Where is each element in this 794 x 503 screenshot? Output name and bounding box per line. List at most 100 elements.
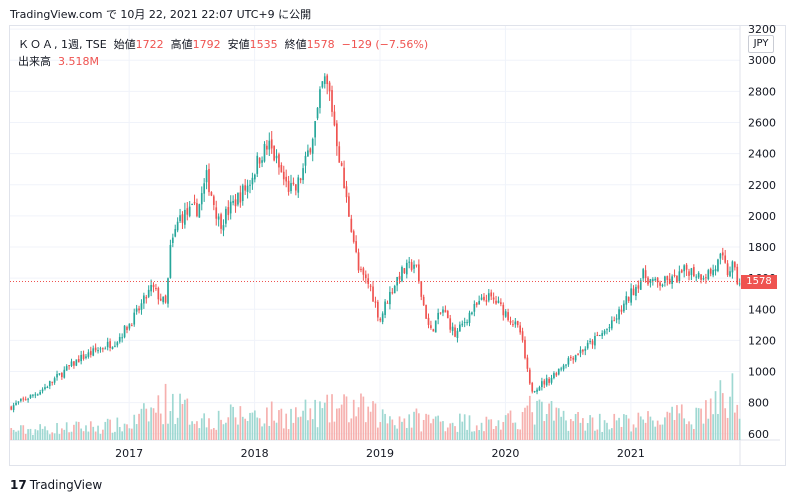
candle-body [263, 144, 266, 162]
volume-bar [304, 399, 307, 440]
volume-bar [705, 400, 707, 440]
candle-body [562, 365, 565, 370]
volume-bar [338, 408, 341, 440]
candle-body [143, 295, 145, 304]
volume-bar [222, 424, 225, 440]
volume-bar [683, 418, 686, 440]
volume-bar [695, 407, 698, 440]
volume-bar [258, 418, 261, 440]
candle-body [533, 391, 536, 393]
candle-body [688, 271, 690, 276]
volume-bar [292, 422, 295, 440]
candle-body [323, 76, 326, 84]
volume-bar [731, 373, 734, 440]
volume-bar [331, 394, 333, 440]
candle-body [171, 237, 174, 243]
candle-body [577, 353, 579, 355]
candle-body [391, 292, 394, 294]
candle-body [140, 303, 143, 310]
volume-bar [27, 429, 29, 440]
volume-bar [560, 416, 563, 440]
candle-body [584, 348, 587, 351]
volume-bar [548, 403, 550, 440]
volume-bar [497, 420, 500, 440]
symbol-name[interactable]: ＫＯＡ [18, 38, 54, 51]
volume-bar [275, 422, 278, 440]
volume-bar [427, 414, 430, 440]
candle-body [526, 357, 529, 369]
volume-bar [343, 394, 345, 440]
currency-button[interactable]: JPY [748, 35, 774, 53]
volume-bar [118, 427, 121, 440]
candle-body [413, 264, 415, 269]
candle-body [632, 288, 635, 296]
candle-body [473, 303, 476, 312]
volume-bar [555, 407, 558, 440]
candle-body [572, 357, 575, 360]
candle-body [56, 374, 58, 378]
volume-bar [369, 411, 372, 440]
candle-body [208, 168, 210, 193]
candle-body [292, 182, 295, 185]
volume-bar [316, 427, 319, 440]
candle-body [497, 300, 500, 303]
candle-body [212, 196, 215, 206]
candle-body [188, 206, 191, 217]
volume-bar [152, 408, 155, 440]
volume-bar [227, 417, 230, 440]
candle-body [579, 349, 582, 354]
candle-body [364, 274, 367, 279]
volume-bar [451, 422, 454, 440]
volume-bar [360, 393, 362, 440]
volume-bar [123, 423, 126, 440]
candle-body [485, 300, 488, 302]
volume-bar [364, 422, 367, 440]
volume-bar [480, 422, 483, 440]
footer-brand[interactable]: 17 TradingView [10, 478, 102, 492]
price-tick-label: 2600 [748, 116, 776, 129]
candle-body [193, 202, 196, 204]
volume-bar [495, 426, 497, 440]
volume-bar [116, 417, 119, 440]
candle-body [53, 378, 56, 383]
close-value: 1578 [306, 38, 335, 51]
volume-bar [661, 424, 664, 440]
volume-bar [85, 425, 87, 440]
candle-body [369, 285, 372, 287]
candle-body [606, 329, 608, 331]
candle-body [589, 341, 591, 343]
volume-bar [372, 401, 374, 440]
volume-bar [268, 425, 271, 440]
volume-bar [75, 421, 78, 440]
volume-bar [345, 396, 348, 440]
candle-body [278, 154, 280, 168]
candle-body [521, 331, 524, 341]
candle-body [729, 271, 731, 277]
volume-bar [483, 431, 485, 440]
candle-body [717, 259, 719, 272]
volume-bar [68, 432, 70, 440]
volume-bar [309, 408, 312, 440]
candle-body [700, 274, 702, 280]
candle-body [191, 204, 193, 206]
candle-body [654, 278, 657, 281]
candle-body [553, 373, 555, 379]
volume-bar [145, 408, 148, 440]
candle-body [649, 279, 652, 283]
candle-body [294, 184, 297, 191]
volume-bar [688, 421, 690, 440]
candle-body [20, 398, 22, 401]
volume-bar [287, 429, 290, 440]
candle-body [75, 359, 78, 366]
candle-body [65, 366, 68, 371]
volume-bar [647, 411, 649, 440]
volume-bar [184, 399, 186, 440]
volume-bar [415, 408, 418, 440]
volume-bar [519, 429, 522, 440]
volume-bar [461, 421, 464, 440]
candle-body [719, 253, 722, 259]
volume-bar [649, 416, 652, 440]
volume-bar [256, 417, 259, 440]
chart-frame[interactable] [9, 25, 786, 466]
